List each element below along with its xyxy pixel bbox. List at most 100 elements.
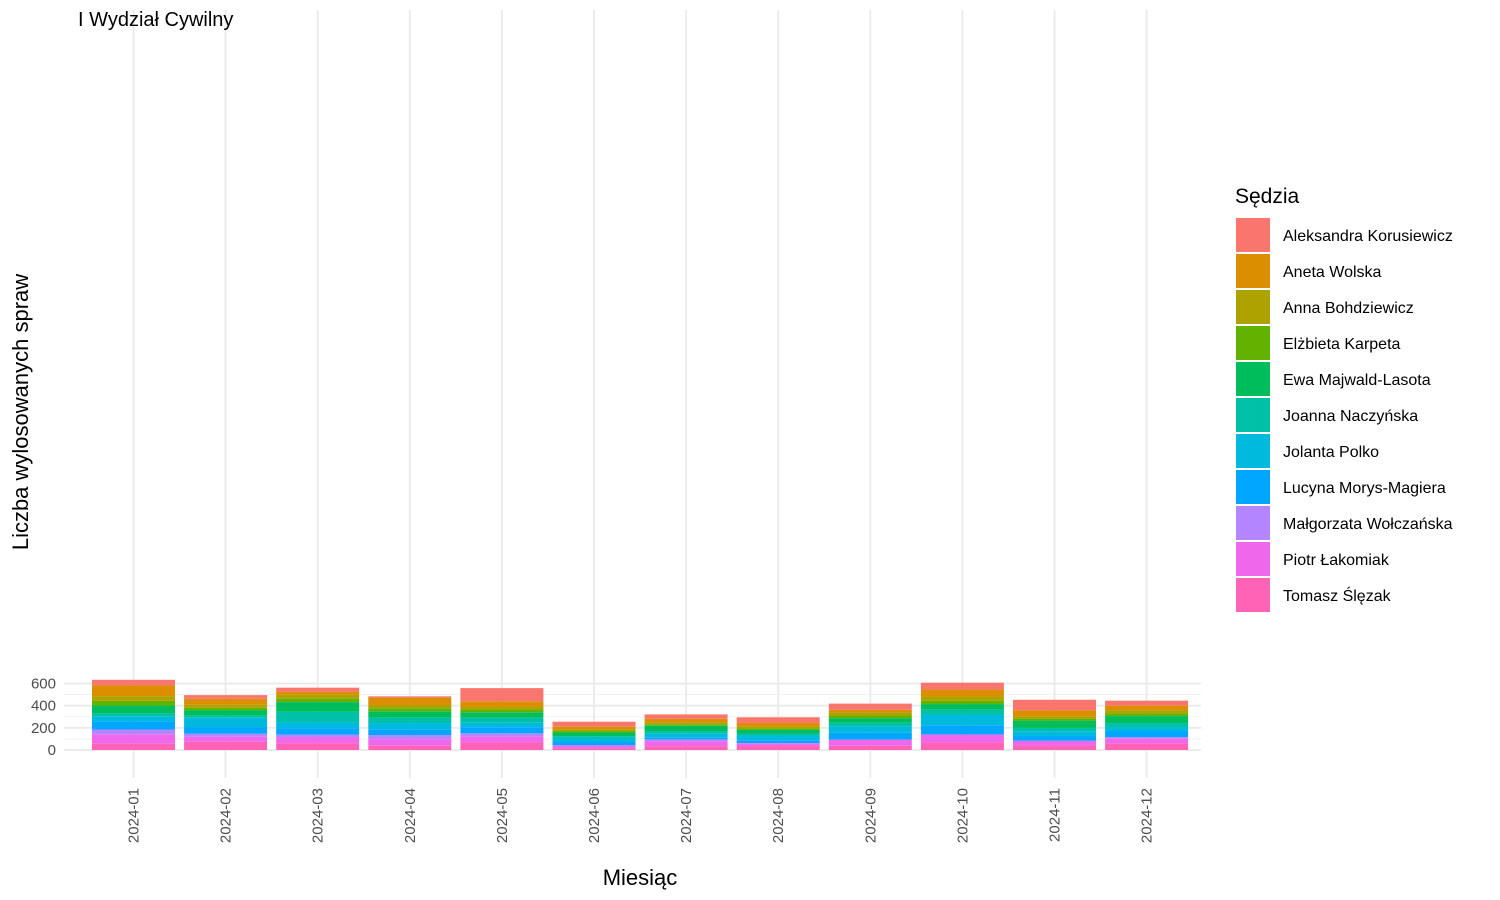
legend-label: Jolanta Polko bbox=[1283, 444, 1379, 461]
bar-segment-lucyna-morys-magiera bbox=[736, 740, 820, 744]
bar-segment-malgorzata-wolczanska bbox=[276, 734, 360, 738]
bar-segment-aleksandra-korusiewicz bbox=[552, 721, 636, 727]
bar-segment-ewa-majwald-lasota bbox=[276, 702, 360, 712]
bar-segment-aneta-wolska bbox=[276, 691, 360, 695]
bar-segment-malgorzata-wolczanska bbox=[92, 729, 175, 735]
bar-segment-jolanta-polko bbox=[552, 738, 636, 743]
bar-segment-piotr-lakomiak bbox=[92, 734, 175, 744]
bar-segment-piotr-lakomiak bbox=[644, 741, 728, 747]
bar-segment-ewa-majwald-lasota bbox=[644, 725, 728, 732]
bar-segment-elzbieta-karpeta bbox=[920, 700, 1004, 705]
legend-item-piotr-lakomiak: Piotr Łakomiak bbox=[1236, 542, 1390, 576]
bar-segment-joanna-naczynska bbox=[1105, 723, 1189, 728]
bar-segment-elzbieta-karpeta bbox=[368, 708, 452, 712]
bar-segment-ewa-majwald-lasota bbox=[736, 729, 820, 734]
legend-label: Aleksandra Korusiewicz bbox=[1283, 228, 1453, 245]
bar-segment-malgorzata-wolczanska bbox=[552, 745, 636, 747]
legend: Sędzia Aleksandra Korusiewicz Aneta Wolsk… bbox=[1235, 185, 1453, 612]
bar-segment-jolanta-polko bbox=[1013, 731, 1096, 737]
legend-item-lucyna-morys-magiera: Lucyna Morys-Magiera bbox=[1236, 470, 1446, 504]
x-tick-label: 2024-02 bbox=[218, 788, 235, 843]
bar-segment-piotr-lakomiak bbox=[920, 734, 1004, 743]
bar-stack-2024-07 bbox=[644, 714, 728, 750]
legend-swatch bbox=[1236, 398, 1270, 432]
bar-segment-tomasz-slezak bbox=[92, 743, 175, 750]
bar-segment-anna-bohdziewicz bbox=[92, 696, 175, 701]
bar-segment-aneta-wolska bbox=[1013, 710, 1096, 717]
bar-segment-elzbieta-karpeta bbox=[276, 698, 360, 703]
bar-stacks bbox=[92, 679, 1189, 750]
bar-segment-aneta-wolska bbox=[184, 698, 268, 705]
bar-segment-ewa-majwald-lasota bbox=[552, 732, 636, 737]
bar-segment-aneta-wolska bbox=[552, 726, 636, 730]
y-axis-ticks: 0 200 400 600 bbox=[31, 675, 56, 759]
legend-swatch bbox=[1236, 542, 1270, 576]
bar-segment-tomasz-slezak bbox=[920, 742, 1004, 750]
bar-stack-2024-11 bbox=[1013, 699, 1096, 750]
bar-segment-tomasz-slezak bbox=[368, 745, 452, 750]
legend-swatch bbox=[1236, 326, 1270, 360]
bar-segment-aleksandra-korusiewicz bbox=[276, 687, 360, 692]
x-tick-label: 2024-09 bbox=[862, 788, 879, 843]
bar-segment-jolanta-polko bbox=[460, 722, 544, 728]
bar-segment-piotr-lakomiak bbox=[552, 746, 636, 749]
bar-segment-aneta-wolska bbox=[92, 685, 175, 697]
x-axis-title: Miesiąc bbox=[603, 865, 678, 890]
bar-segment-malgorzata-wolczanska bbox=[1105, 737, 1189, 739]
bar-segment-tomasz-slezak bbox=[1105, 743, 1189, 750]
bar-segment-lucyna-morys-magiera bbox=[1105, 731, 1189, 738]
bar-segment-aneta-wolska bbox=[1105, 705, 1189, 711]
legend-label: Małgorzata Wołczańska bbox=[1283, 516, 1453, 533]
bar-segment-anna-bohdziewicz bbox=[1013, 716, 1096, 719]
grid-lines bbox=[64, 10, 1201, 778]
legend-swatch bbox=[1236, 470, 1270, 504]
legend-swatch bbox=[1236, 362, 1270, 396]
bar-segment-lucyna-morys-magiera bbox=[368, 729, 452, 736]
x-tick-label: 2024-05 bbox=[494, 788, 511, 843]
bar-segment-anna-bohdziewicz bbox=[1105, 710, 1189, 714]
bar-stack-2024-09 bbox=[828, 703, 912, 750]
legend-title: Sędzia bbox=[1235, 185, 1300, 208]
bar-segment-tomasz-slezak bbox=[736, 746, 820, 750]
bar-segment-jolanta-polko bbox=[1105, 727, 1189, 732]
x-tick-label: 2024-11 bbox=[1047, 788, 1064, 842]
bar-segment-malgorzata-wolczanska bbox=[368, 735, 452, 740]
bar-segment-aleksandra-korusiewicz bbox=[368, 696, 452, 698]
bar-segment-anna-bohdziewicz bbox=[184, 704, 268, 708]
bar-segment-anna-bohdziewicz bbox=[368, 704, 452, 709]
bar-segment-aleksandra-korusiewicz bbox=[828, 703, 912, 710]
legend-item-aleksandra-korusiewicz: Aleksandra Korusiewicz bbox=[1236, 218, 1453, 252]
bar-segment-aneta-wolska bbox=[736, 722, 820, 727]
bar-segment-aneta-wolska bbox=[920, 689, 1004, 697]
bar-segment-piotr-lakomiak bbox=[276, 737, 360, 744]
bar-segment-piotr-lakomiak bbox=[1013, 740, 1096, 746]
legend-label: Joanna Naczyńska bbox=[1283, 408, 1418, 425]
bar-segment-joanna-naczynska bbox=[828, 722, 912, 727]
bar-segment-anna-bohdziewicz bbox=[552, 729, 636, 732]
bar-segment-elzbieta-karpeta bbox=[644, 724, 728, 726]
bar-segment-ewa-majwald-lasota bbox=[1013, 720, 1096, 728]
bar-segment-piotr-lakomiak bbox=[828, 739, 912, 746]
bar-segment-lucyna-morys-magiera bbox=[92, 721, 175, 730]
x-tick-label: 2024-10 bbox=[954, 788, 971, 843]
bar-segment-anna-bohdziewicz bbox=[644, 722, 728, 725]
x-tick-label: 2024-08 bbox=[770, 788, 787, 843]
bar-segment-jolanta-polko bbox=[276, 722, 360, 729]
x-axis-ticks: 2024-01 2024-02 2024-03 2024-04 2024-05 2024-… bbox=[126, 788, 1156, 843]
bar-stack-2024-03 bbox=[276, 687, 360, 750]
bar-segment-aleksandra-korusiewicz bbox=[460, 688, 544, 702]
bar-segment-joanna-naczynska bbox=[184, 715, 268, 718]
x-tick-label: 2024-06 bbox=[586, 788, 603, 843]
bar-segment-ewa-majwald-lasota bbox=[184, 710, 268, 716]
bar-segment-elzbieta-karpeta bbox=[828, 715, 912, 719]
bar-segment-aleksandra-korusiewicz bbox=[184, 695, 268, 699]
legend-swatch bbox=[1236, 290, 1270, 324]
bar-segment-ewa-majwald-lasota bbox=[828, 718, 912, 723]
bar-segment-anna-bohdziewicz bbox=[828, 712, 912, 716]
bar-segment-aleksandra-korusiewicz bbox=[1013, 699, 1096, 711]
bar-segment-anna-bohdziewicz bbox=[276, 694, 360, 699]
y-tick-label: 0 bbox=[48, 742, 56, 759]
bar-stack-2024-01 bbox=[92, 679, 175, 750]
bar-segment-elzbieta-karpeta bbox=[1105, 713, 1189, 717]
